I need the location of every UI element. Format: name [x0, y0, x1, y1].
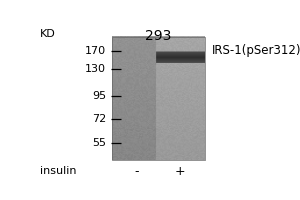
Text: insulin: insulin: [40, 166, 76, 176]
Text: +: +: [175, 165, 185, 178]
Bar: [112, 37, 205, 160]
Text: 170: 170: [85, 46, 106, 56]
Text: KD: KD: [40, 29, 56, 39]
Text: 293: 293: [145, 29, 172, 43]
Text: 55: 55: [92, 138, 106, 148]
Text: 95: 95: [92, 91, 106, 101]
Text: 72: 72: [92, 114, 106, 124]
Text: 130: 130: [85, 64, 106, 74]
Text: -: -: [135, 165, 139, 178]
Text: IRS-1(pSer312): IRS-1(pSer312): [212, 44, 300, 57]
